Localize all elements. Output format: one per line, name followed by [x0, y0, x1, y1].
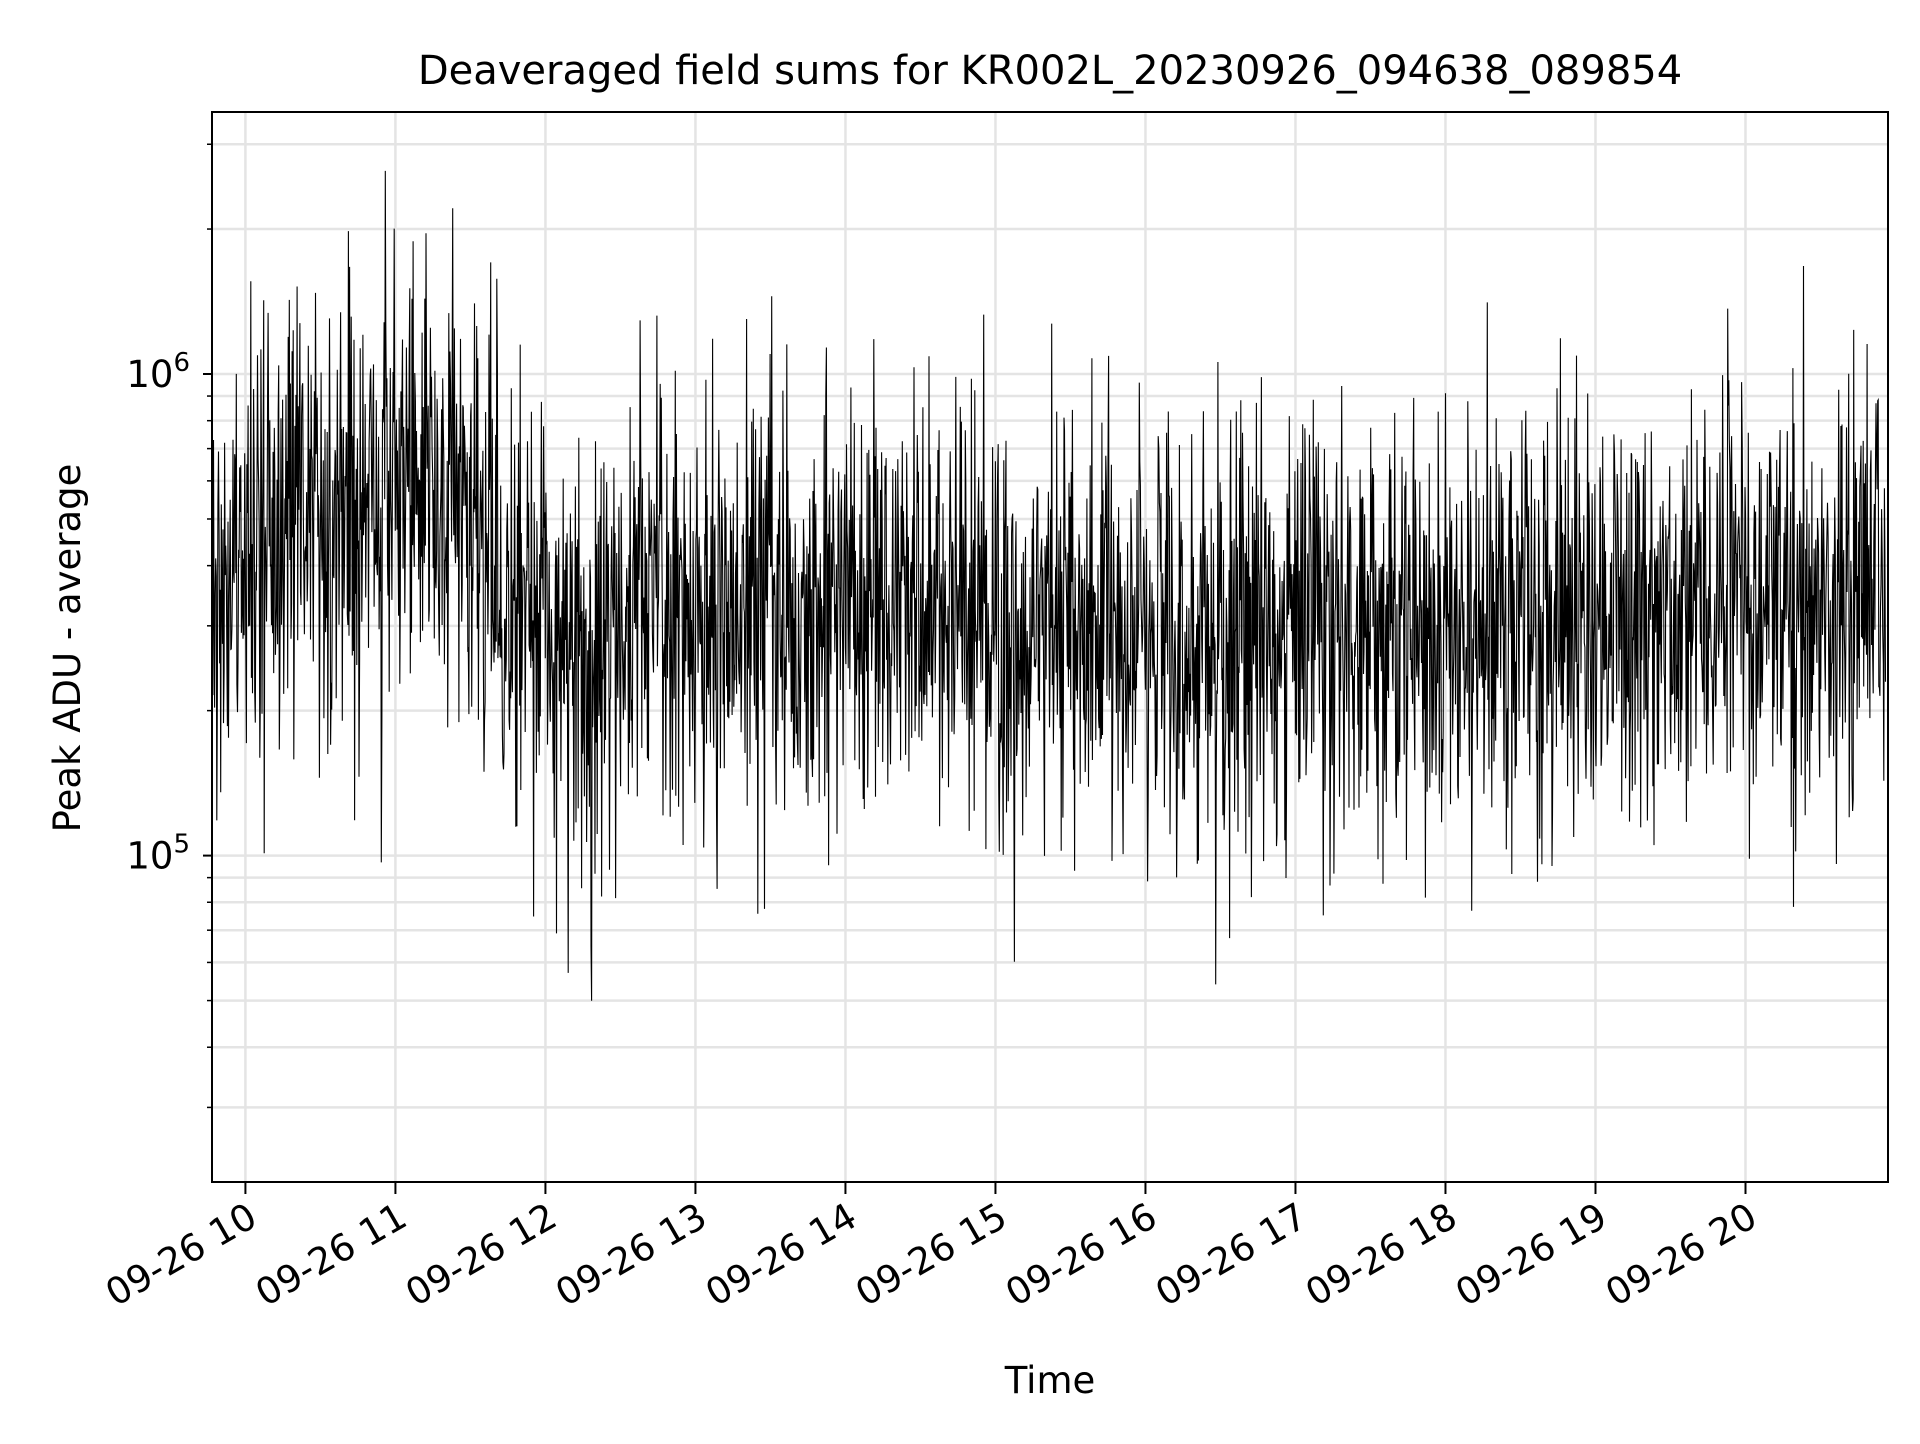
y-axis: 105 106	[126, 143, 212, 1109]
plot-frame	[211, 111, 1889, 1183]
plot-area	[212, 170, 1887, 1001]
y-tick-label: 106	[126, 348, 190, 396]
x-tick-label: 09-26 11	[248, 1195, 414, 1315]
series-line	[212, 170, 1887, 1001]
y-tick-label: 105	[126, 830, 190, 878]
x-tick-label: 09-26 20	[1598, 1195, 1764, 1315]
x-tick-label: 09-26 19	[1448, 1195, 1614, 1315]
x-tick-label: 09-26 16	[998, 1195, 1164, 1315]
chart-title: Deaveraged field sums for KR002L_2023092…	[418, 48, 1682, 94]
x-tick-label: 09-26 13	[548, 1195, 714, 1315]
x-axis-label: Time	[1004, 1359, 1096, 1402]
x-tick-label: 09-26 12	[398, 1195, 564, 1315]
x-tick-label: 09-26 15	[848, 1195, 1014, 1315]
x-tick-label: 09-26 18	[1298, 1195, 1464, 1315]
x-tick-label: 09-26 10	[98, 1195, 264, 1315]
x-tick-label: 09-26 17	[1148, 1195, 1314, 1315]
x-tick-label: 09-26 14	[698, 1195, 864, 1315]
y-axis-label: Peak ADU - average	[46, 464, 89, 833]
